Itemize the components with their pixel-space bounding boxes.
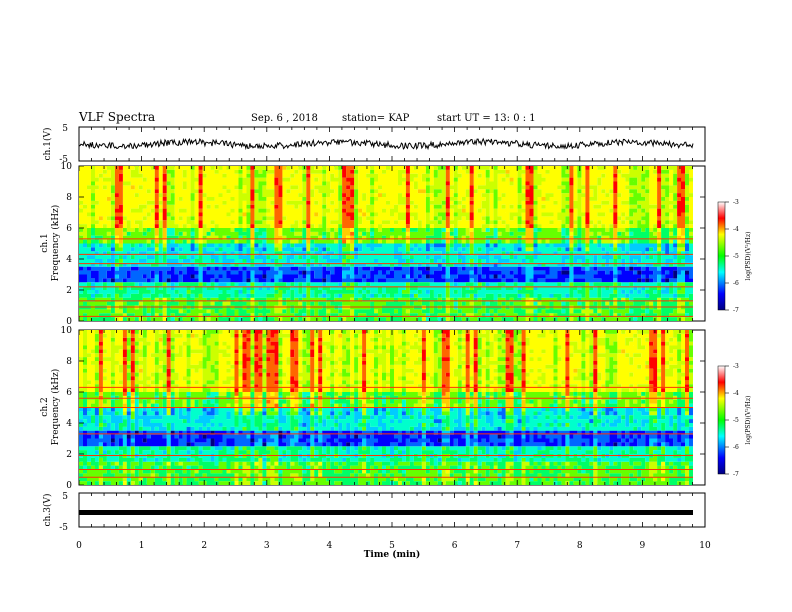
ch2-spectrogram [79,330,693,485]
ch2-spectrogram-cells [79,407,693,447]
colorbar-tick-label: -4 [733,390,739,397]
y-tick-label: 2 [66,286,72,296]
ch2-spectrogram-cells [110,430,618,447]
ch1-colorbar-label: log(PSD)(V²/Hz) [745,232,752,281]
x-tick-label: 6 [452,541,458,551]
colorbar-tick-label: -7 [733,307,739,314]
ch3-waveform-line [79,510,693,515]
x-axis-label: Time (min) [364,549,421,560]
ch2-colorbar-label: log(PSD)(V²/Hz) [745,396,752,445]
y-tick-label: 4 [66,419,72,429]
y-tick-label: 0 [66,481,72,491]
ch1-spectrogram-ylabel-2: Frequency (kHz) [50,205,61,282]
ch2-spectrogram-cells [79,392,693,485]
ch1-ytick-top: 5 [62,124,68,134]
x-tick-label: 0 [76,541,82,551]
ch1-spectrogram-cells [79,228,693,321]
ch2-spectrogram-cells [79,407,693,462]
x-tick-label: 7 [514,541,520,551]
y-tick-label: 2 [66,450,72,460]
ch1-spectrogram-cells [79,166,693,321]
ch1-colorbar [717,201,726,311]
ch1-spectrogram [79,166,693,321]
y-tick-label: 10 [61,326,73,336]
ch1-spectrogram-cells [98,166,685,244]
ch1-waveform-ylabel: ch.1(V) [42,128,53,161]
date-label: Sep. 6 , 2018 [251,113,318,124]
colorbar-tick-label: -4 [733,226,739,233]
ch1-ytick-bottom: -5 [59,155,68,165]
start-time-label: start UT = 13: 0 : 1 [437,113,536,124]
ch1-spectrogram-ylabel-1: ch.1 [40,233,50,252]
station-label: station= KAP [342,113,410,124]
colorbar-tick-label: -3 [733,199,739,206]
y-tick-label: 4 [66,255,72,265]
ch1-spectrogram-cells [79,243,693,283]
ch3-ytick-bottom: -5 [59,523,68,533]
ch3-ytick-top: 5 [62,492,68,502]
ch2-spectrogram-ylabel-1: ch.2 [40,397,50,416]
x-tick-label: 4 [327,541,333,551]
ch2-spectrogram-cells [79,330,693,485]
colorbar-tick-label: -6 [733,444,739,451]
colorbar-tick-label: -5 [733,253,739,260]
ch1-waveform-line [78,137,694,151]
colorbar-tick-label: -6 [733,280,739,287]
chart-title: VLF Spectra [79,110,156,124]
y-tick-label: 10 [61,162,73,172]
colorbar-tick-label: -7 [733,471,739,478]
x-tick-label: 10 [699,541,711,551]
y-tick-label: 6 [66,224,72,234]
ch1-spectrogram-cells [79,228,693,321]
ch2-spectrogram-cells [98,330,689,408]
colorbar-tick-label: -3 [733,363,739,370]
ch1-spectrogram-cells [114,166,685,244]
x-tick-label: 9 [640,541,646,551]
y-tick-label: 8 [66,193,72,203]
x-tick-label: 2 [201,541,207,551]
y-tick-label: 0 [66,317,72,327]
ch2-colorbar [717,365,726,475]
y-tick-label: 8 [66,357,72,367]
ch2-spectrogram-cells [83,430,693,447]
ch3-waveform-ylabel: ch.3(V) [42,494,53,527]
ch1-spectrogram-cells [83,243,693,298]
ch2-spectrogram-ylabel-2: Frequency (kHz) [50,369,61,446]
x-tick-label: 3 [264,541,270,551]
x-tick-label: 1 [139,541,145,551]
x-tick-label: 5 [389,541,395,551]
ch1-spectrogram-cells [110,266,689,283]
y-tick-label: 6 [66,388,72,398]
colorbar-tick-label: -5 [733,417,739,424]
x-tick-label: 8 [577,541,583,551]
ch2-spectrogram-cells [79,392,693,485]
